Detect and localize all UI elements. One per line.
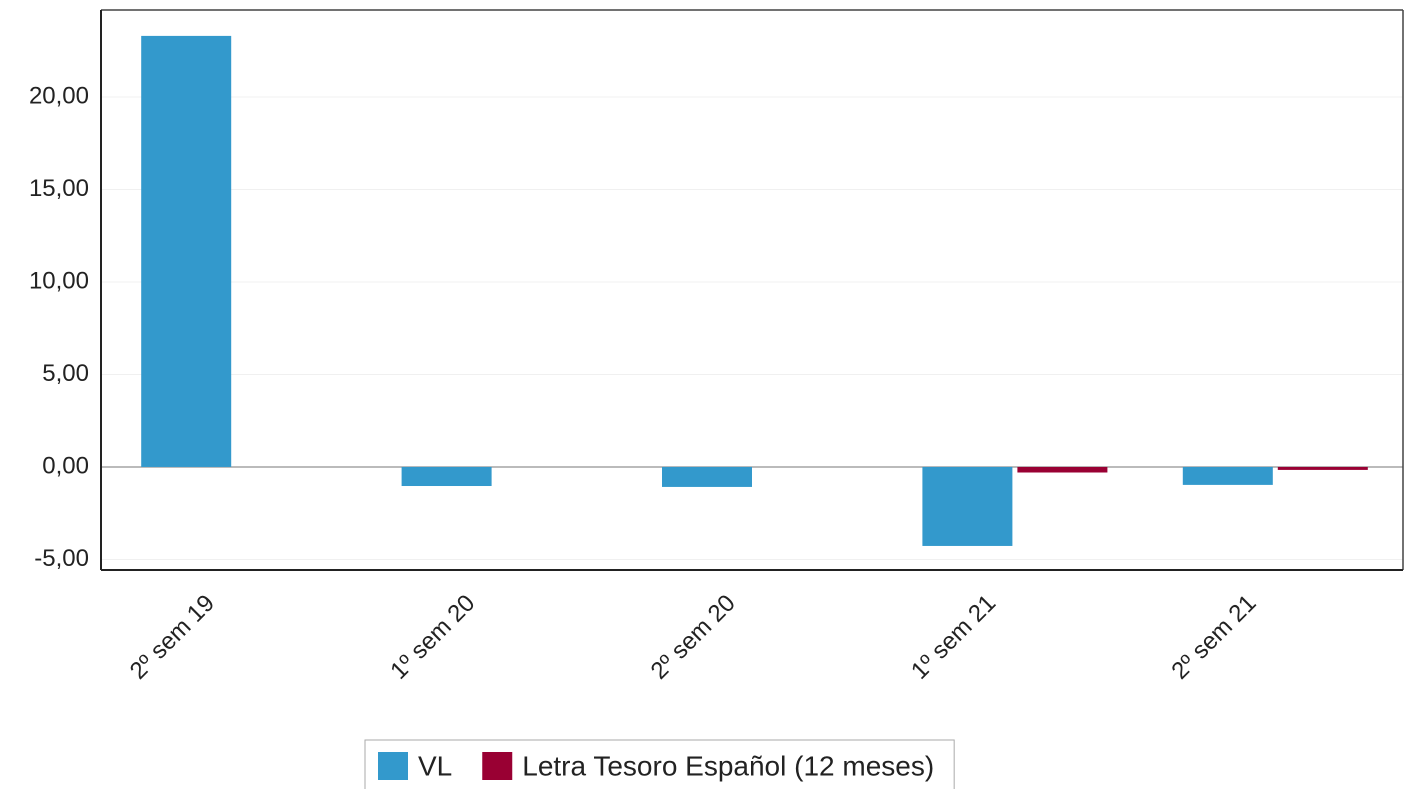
bar <box>1017 466 1108 473</box>
legend-swatch <box>378 752 408 780</box>
y-tick-label: 20,00 <box>29 82 89 109</box>
x-tick-label: 2º sem 19 <box>125 590 220 685</box>
legend-box <box>364 739 955 794</box>
bar <box>1277 466 1368 470</box>
legend: VL Letra Tesoro Español (12 meses) <box>364 739 955 794</box>
bar <box>922 466 1013 546</box>
x-tick-label: 2º sem 20 <box>646 590 741 685</box>
y-tick-label: 0,00 <box>42 452 89 479</box>
legend-label: VL <box>418 750 452 781</box>
legend-swatch <box>482 752 513 780</box>
y-tick-label: 15,00 <box>29 175 89 202</box>
bar <box>662 466 752 487</box>
bar <box>141 35 232 467</box>
bar <box>401 466 492 487</box>
y-tick-label: 10,00 <box>29 267 89 294</box>
x-tick-label: 1º sem 21 <box>906 590 1001 685</box>
y-tick-label: 5,00 <box>42 360 89 387</box>
legend-label: Letra Tesoro Español (12 meses) <box>522 750 934 781</box>
bar <box>1182 466 1273 485</box>
x-tick-label: 2º sem 21 <box>1166 590 1261 685</box>
x-tick-label: 1º sem 20 <box>385 590 480 685</box>
y-tick-label: -5,00 <box>34 545 89 572</box>
